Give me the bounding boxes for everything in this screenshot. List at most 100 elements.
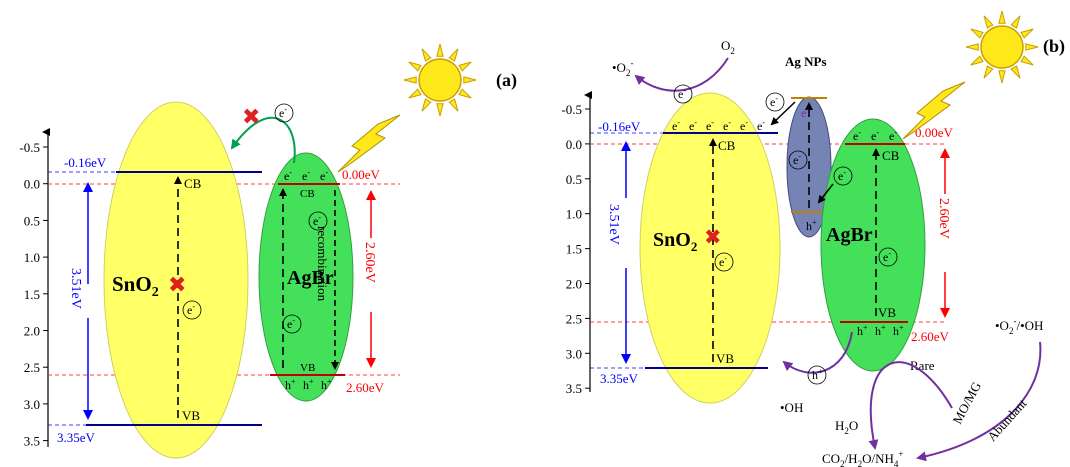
- b-sno2-vb-label: VB: [716, 351, 734, 366]
- a-blocked-mark: ✖: [168, 272, 186, 297]
- sun-ray: [408, 88, 422, 99]
- sun-ray: [458, 88, 472, 99]
- svg-text:e-: e-: [889, 128, 897, 143]
- panel-a-tick-label-8: 3.5: [24, 434, 40, 449]
- a-agbr-holes: h+ h+ h+: [285, 377, 332, 392]
- svg-text:h+: h+: [321, 377, 332, 392]
- a-agbr-electrons: e- e- e-: [284, 168, 328, 183]
- b-rare-label: Rare: [910, 358, 935, 373]
- a-sno2-particle: [103, 101, 249, 459]
- b-o2-reduction-arrow: [634, 57, 729, 92]
- b-sno2-gap-label: 3.51eV: [606, 204, 621, 245]
- b-transfer-electron-icon: [765, 92, 785, 112]
- b-agnp-label: Ag NPs: [785, 54, 827, 69]
- sun-ray: [965, 43, 979, 51]
- b-sno2-electron-icon: [714, 252, 734, 272]
- a-agbr-electron-icon-2: [282, 314, 302, 334]
- b-abundant-arrow: [916, 341, 1042, 462]
- sun-ray: [408, 61, 422, 72]
- svg-text:e-: e-: [719, 254, 727, 269]
- svg-text:e-: e-: [706, 118, 714, 133]
- b-sno2-cb-energy: -0.16eV: [598, 119, 641, 134]
- b-hole-icon: [807, 365, 827, 385]
- b-agnp-electron-icon: [788, 150, 808, 170]
- b-agbr-gap-label: 2.60eV: [936, 198, 951, 239]
- b-sun-icon: [965, 10, 1039, 84]
- b-lightning-icon: [902, 81, 966, 140]
- b-agbr-particle: [820, 118, 926, 372]
- b-sno2-cb-label: CB: [718, 138, 736, 153]
- sun-ray: [436, 103, 444, 117]
- svg-text:e-: e-: [801, 105, 809, 120]
- svg-text:h+: h+: [857, 323, 868, 338]
- a-sno2-vb-label: VB: [182, 408, 200, 423]
- svg-text:e-: e-: [883, 249, 891, 264]
- b-o2-label: O2: [721, 38, 735, 56]
- sun-ray: [983, 65, 994, 79]
- b-products-label: CO2/H2O/NH4+: [822, 449, 903, 467]
- a-sno2-electron-icon: [182, 300, 202, 320]
- b-h2o-label: H2O: [835, 418, 858, 436]
- panel-b-tick-label-4: 1.5: [566, 242, 582, 257]
- a-agbr-vb-energy: 2.60eV: [346, 380, 385, 395]
- b-agbr-name: AgBr: [826, 224, 873, 246]
- sun-ray: [448, 98, 459, 112]
- b-radicals-label: •O2-/•OH: [995, 316, 1043, 336]
- sun-ray: [970, 28, 984, 39]
- svg-text:e-: e-: [279, 105, 287, 120]
- b-agbr-vb-energy: 2.60eV: [911, 329, 950, 344]
- svg-text:e-: e-: [678, 86, 686, 101]
- panel-a-tick-label-3: 1.0: [24, 250, 40, 265]
- a-agbr-electron-icon-1: [308, 211, 328, 231]
- a-agbr-cb-label: CB: [300, 188, 315, 200]
- sun-ray: [463, 76, 477, 84]
- svg-text:h+: h+: [285, 377, 296, 392]
- panel-b-tick-label-3: 1.0: [566, 207, 582, 222]
- panel-b-tick-label-7: 3.0: [566, 346, 582, 361]
- sun-ray: [436, 43, 444, 57]
- b-sno2-electrons: e- e- e- e- e- e-: [672, 118, 765, 133]
- sun-ray: [448, 48, 459, 62]
- a-sno2-name: SnO2: [112, 272, 159, 300]
- a-sno2-electron: e-: [187, 302, 195, 317]
- sun-ray: [1010, 65, 1021, 79]
- svg-text:e-: e-: [320, 168, 328, 183]
- svg-text:e-: e-: [313, 213, 321, 228]
- b-sno2-vb-energy: 3.35eV: [600, 371, 639, 386]
- sun-ray: [403, 76, 417, 84]
- b-superoxide-label: •O2-: [612, 58, 633, 78]
- b-agbr-electron-icon-1: [833, 166, 853, 186]
- a-agbr-name: AgBr: [287, 267, 334, 289]
- svg-text:e-: e-: [770, 94, 778, 109]
- panel-a-label: (a): [496, 70, 517, 91]
- panel-a-tick-label-7: 3.0: [24, 397, 40, 412]
- svg-text:e-: e-: [723, 118, 731, 133]
- svg-text:e-: e-: [302, 168, 310, 183]
- sun-ray: [1010, 15, 1021, 29]
- panel-b-label: (b): [1043, 36, 1065, 57]
- svg-text:h+: h+: [893, 323, 904, 338]
- a-sun-icon: [403, 43, 477, 117]
- b-agbr-electron-icon-2: [878, 247, 898, 267]
- a-transfer-electron-icon: [274, 103, 294, 123]
- b-transfer-arrow: [770, 101, 796, 126]
- panel-a-tick-label-0: -0.5: [19, 140, 40, 155]
- a-agbr-gap-label: 2.60eV: [362, 242, 377, 283]
- b-o2-electron-icon: [673, 84, 693, 104]
- a-agbr-cb-energy: 0.00eV: [342, 167, 381, 182]
- a-sno2-vb-energy: 3.35eV: [57, 430, 96, 445]
- a-sno2-gap-label: 3.51eV: [68, 268, 83, 309]
- b-agbr-electrons: e- e- e-: [853, 128, 897, 143]
- svg-text:e-: e-: [853, 128, 861, 143]
- b-agbr-to-agnp-arrow: [817, 183, 834, 204]
- panel-a-tick-label-4: 1.5: [24, 287, 40, 302]
- b-sno2-name: SnO2: [653, 229, 697, 254]
- b-sno2-particle: [639, 92, 781, 404]
- b-agbr-holes: h+ h+ h+: [857, 323, 904, 338]
- a-lightning-icon: [337, 114, 401, 173]
- svg-text:e-: e-: [672, 118, 680, 133]
- sun-ray: [421, 48, 432, 62]
- svg-text:e-: e-: [740, 118, 748, 133]
- svg-text:e-: e-: [284, 168, 292, 183]
